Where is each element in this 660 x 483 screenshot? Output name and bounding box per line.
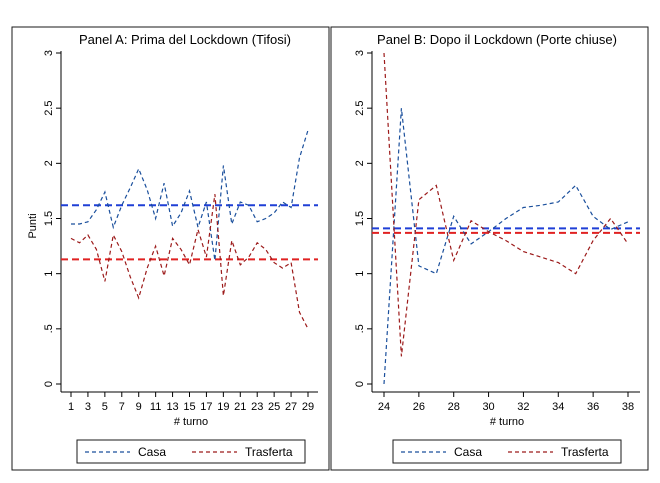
panel-a: Panel A: Prima del Lockdown (Tifosi) Pun… [11,26,330,471]
panel-a-x-tick-label: 13 [166,401,178,413]
panel-b-border [330,26,649,471]
panel-a-plot-area: 0.511.522.531 3 5 7 9 11 13 15 17 19 21 23 25 27 29 [43,50,318,413]
panel-a-x-tick-label: 23 [251,401,263,413]
panel-a-x-tick-label: 17 [200,401,212,413]
panel-a-x-tick-label: 15 [183,401,195,413]
panel-b-y-tick-label: 2 [354,160,366,166]
panel-a-y-tick-label: 3 [43,50,55,56]
panel-b-series-casa-line [383,108,629,385]
panel-a-legend-casa-label: Casa [138,445,166,459]
panel-a-y-axis-label: Punti [27,213,39,238]
panel-b-x-tick-label: 24 [378,401,390,413]
panel-a-x-tick-label: 3 [85,401,91,413]
panel-b-legend-box [392,439,622,464]
panel-a-x-tick-label: 19 [217,401,229,413]
panel-a-x-tick-label: 29 [302,401,314,413]
panel-a-y-tick-label: 1.5 [43,211,55,226]
panel-a-x-tick-label: 25 [268,401,280,413]
panel-b-x-tick-label: 28 [448,401,460,413]
panel-b-y-tick-label: 1.5 [354,211,366,226]
panel-b-x-tick-label: 30 [482,401,494,413]
panel-b-plot-area: 0 .5 1 1.5 2 2.5 3 24 26 28 30 32 34 36 38 [354,50,640,413]
panel-b-y-tick-label: 0 [354,381,366,387]
panel-a-x-tick-label: 11 [150,401,161,413]
panel-b-x-tick-label: 34 [552,401,564,413]
panel-b-y-tick-label: 1 [354,271,366,277]
panel-a-legend: Casa Trasferta [76,439,306,464]
panel-b-y-tick-label: 2.5 [354,101,366,116]
panel-b-x-axis-label: # turno [490,416,524,428]
panel-b-series-trasferta-line [383,52,629,357]
panel-b-x-tick-label: 32 [517,401,529,413]
panel-a-x-tick-label: 7 [119,401,125,413]
panel-a-x-tick-label: 1 [68,401,74,413]
panel-a-title: Panel A: Prima del Lockdown (Tifosi) [79,32,291,47]
panel-b-legend-trasferta-label: Trasferta [561,445,609,459]
panel-b-y-tick-label: 3 [354,50,366,56]
panel-a-y-tick-label: 0 [43,381,55,387]
panel-b-legend: Casa Trasferta [392,439,622,464]
panel-a-legend-trasferta-label: Trasferta [245,445,293,459]
panel-b-y-tick-label: .5 [354,324,366,333]
panel-b: Panel B: Dopo il Lockdown (Porte chiuse)… [330,26,649,471]
panel-b-title: Panel B: Dopo il Lockdown (Porte chiuse) [377,32,617,47]
panel-a-legend-box [76,439,306,464]
panel-a-x-tick-label: 9 [136,401,142,413]
panel-a-x-axis-label: # turno [174,416,208,428]
panel-a-x-tick-label: 27 [285,401,297,413]
panel-a-y-tick-label: 1 [43,271,55,277]
panel-a-y-tick-label: 2 [43,160,55,166]
panel-a-x-tick-label: 5 [102,401,108,413]
panel-b-x-tick-label: 38 [622,401,634,413]
panel-b-x-tick-label: 26 [413,401,425,413]
panel-a-y-tick-label: .5 [43,324,55,333]
panel-a-series-casa-line [71,130,309,261]
panel-a-y-tick-label: 2.5 [43,101,55,116]
panel-a-x-tick-label: 21 [234,401,246,413]
panel-a-border [11,26,330,471]
panel-b-legend-casa-label: Casa [454,445,482,459]
panel-b-x-tick-label: 36 [587,401,599,413]
